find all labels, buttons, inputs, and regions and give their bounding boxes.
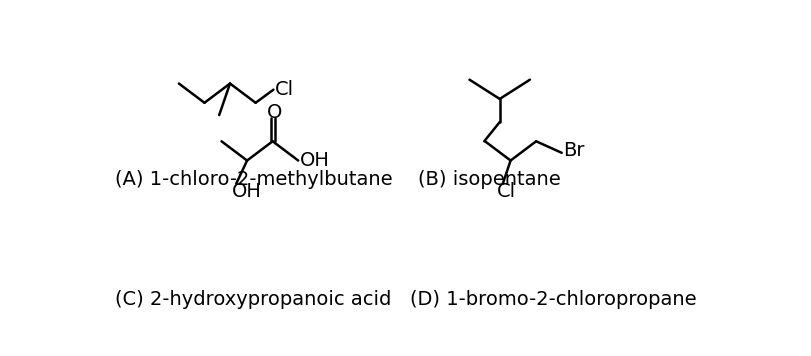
Text: (A) 1-chloro-2-methylbutane: (A) 1-chloro-2-methylbutane: [115, 170, 393, 189]
Text: O: O: [268, 103, 282, 121]
Text: OH: OH: [300, 151, 329, 170]
Text: Br: Br: [564, 141, 585, 160]
Text: OH: OH: [232, 182, 262, 201]
Text: Cl: Cl: [275, 80, 294, 99]
Text: Cl: Cl: [496, 182, 516, 201]
Text: (C) 2-hydroxypropanoic acid: (C) 2-hydroxypropanoic acid: [115, 290, 392, 309]
Text: (B) isopentane: (B) isopentane: [418, 170, 560, 189]
Text: (D) 1-bromo-2-chloropropane: (D) 1-bromo-2-chloropropane: [410, 290, 697, 309]
